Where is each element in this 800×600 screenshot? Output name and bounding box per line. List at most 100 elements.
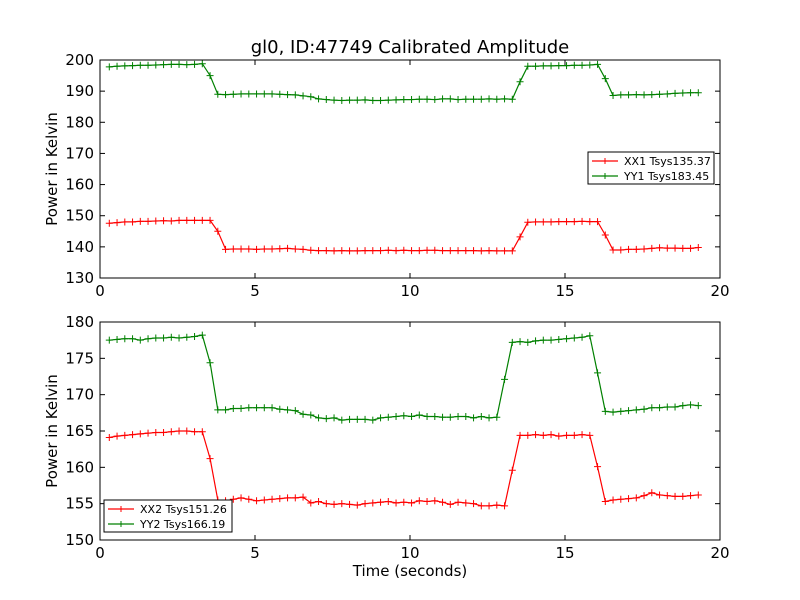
data-point (245, 245, 253, 253)
data-point (524, 431, 532, 439)
data-point (152, 334, 160, 342)
data-point (198, 331, 206, 339)
data-point (346, 96, 354, 104)
data-point (632, 406, 640, 414)
y-tick-label: 165 (65, 422, 94, 440)
x-tick-label: 0 (95, 544, 105, 562)
data-point (671, 244, 679, 252)
data-point (617, 407, 625, 415)
data-point (299, 245, 307, 253)
data-point (167, 217, 175, 225)
data-point (625, 495, 633, 503)
legend-marker (602, 173, 608, 179)
legend-box (587, 151, 715, 185)
data-point (578, 431, 586, 439)
data-point (214, 406, 222, 414)
data-point (144, 335, 152, 343)
data-point (237, 245, 245, 253)
data-point (415, 497, 423, 505)
data-point (307, 93, 315, 101)
data-point (330, 500, 338, 508)
data-point (470, 247, 478, 255)
data-point (601, 497, 609, 505)
data-point (191, 60, 199, 68)
data-point (191, 216, 199, 224)
data-point (353, 415, 361, 423)
data-point (160, 217, 168, 225)
data-point (245, 90, 253, 98)
data-point (408, 412, 416, 420)
data-point (408, 499, 416, 507)
data-point (113, 219, 121, 227)
data-point (656, 244, 664, 252)
data-point (245, 495, 253, 503)
data-point (175, 334, 183, 342)
data-point (222, 245, 230, 253)
data-point (477, 247, 485, 255)
data-point (105, 336, 113, 344)
data-point (485, 414, 493, 422)
data-point (191, 333, 199, 341)
data-point (563, 335, 571, 343)
data-point (291, 245, 299, 253)
data-point (687, 89, 695, 97)
data-point (229, 245, 237, 253)
data-point (439, 247, 447, 255)
data-point (144, 429, 152, 437)
series-xx2 (105, 427, 702, 510)
data-point (214, 90, 222, 98)
data-point (454, 96, 462, 104)
x-tick-label: 20 (710, 282, 729, 300)
data-point (570, 61, 578, 69)
legend-marker (602, 158, 608, 164)
x-tick-label: 5 (250, 282, 260, 300)
data-point (462, 412, 470, 420)
legend: XX2 Tsys151.26 YY2 Tsys166.19 (103, 499, 233, 533)
data-point (198, 216, 206, 224)
data-point (260, 496, 268, 504)
data-point (663, 90, 671, 98)
data-point (167, 60, 175, 68)
y-tick-label: 175 (65, 349, 94, 367)
y-tick-label: 155 (65, 495, 94, 513)
data-point (276, 245, 284, 253)
data-point (648, 404, 656, 412)
data-point (555, 218, 563, 226)
data-point (485, 502, 493, 510)
y-tick-label: 190 (65, 82, 94, 100)
data-point (183, 61, 191, 69)
data-point (175, 60, 183, 68)
data-point (679, 402, 687, 410)
data-point (485, 95, 493, 103)
data-point (532, 337, 540, 345)
data-point (160, 334, 168, 342)
x-axis-label: Time (seconds) (352, 562, 468, 580)
data-point (454, 498, 462, 506)
data-point (586, 218, 594, 226)
legend-label: YY1 Tsys183.45 (623, 170, 709, 183)
plot-frame (99, 321, 721, 541)
x-tick-label: 5 (250, 544, 260, 562)
data-point (353, 247, 361, 255)
data-point (377, 96, 385, 104)
data-point (284, 91, 292, 99)
data-point (423, 246, 431, 254)
data-point (377, 247, 385, 255)
data-point (253, 404, 261, 412)
data-point (369, 499, 377, 507)
y-tick-label: 130 (65, 269, 94, 287)
y-tick-label: 160 (65, 176, 94, 194)
data-point (415, 247, 423, 255)
data-point (113, 62, 121, 70)
data-point (656, 90, 664, 98)
data-point (570, 431, 578, 439)
series-xx1 (105, 216, 702, 255)
data-point (632, 494, 640, 502)
data-point (198, 60, 206, 68)
data-point (501, 95, 509, 103)
data-point (121, 335, 129, 343)
data-point (299, 92, 307, 100)
data-point (594, 463, 602, 471)
data-point (539, 431, 547, 439)
data-point (594, 218, 602, 226)
